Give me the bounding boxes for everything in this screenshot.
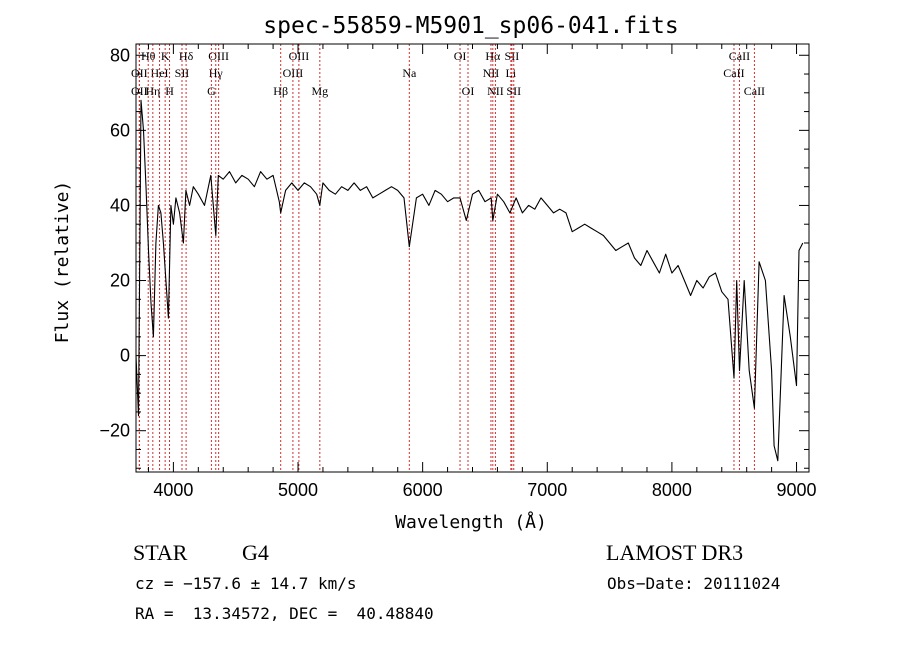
line-marker-label: OIII [289,49,310,63]
x-tick-label: 7000 [527,480,567,500]
plot-frame [135,43,810,473]
line-marker-label: CaII [729,49,750,63]
line-marker-label: OIII [208,49,229,63]
x-tick-label: 9000 [777,480,817,500]
x-tick-label: 8000 [652,480,692,500]
flux-line [135,99,804,462]
y-tick-label: 20 [110,271,130,291]
line-marker-label: Hδ [179,49,194,63]
line-marker-label: Hγ [209,66,224,80]
object-subclass: G4 [242,540,269,565]
flux-series [135,99,804,462]
line-marker-label: Mg [311,84,328,98]
x-tick-label: 4000 [153,480,193,500]
x-axis-label: Wavelength (Å) [395,511,547,533]
y-tick-label: 80 [110,45,130,65]
redshift-text: cz = −157.6 ± 14.7 km/s [135,574,357,593]
x-tick-label: 5000 [278,480,318,500]
line-marker-label: HeI [151,66,169,80]
line-marker-label: OI [454,49,467,63]
line-marker-label: OI [462,84,475,98]
y-tick-label: 40 [110,195,130,215]
line-marker-label: Hβ [273,84,288,98]
line-marker-label: CaII [723,66,744,80]
line-marker-label: Li [506,66,517,80]
line-marker-label: NII [483,66,500,80]
line-marker-label: SII [505,49,520,63]
line-marker-label: NII [487,84,504,98]
line-marker-label: H [165,84,174,98]
chart-title: spec-55859-M5901_sp06-041.fits [263,13,678,39]
object-class: STAR [133,540,188,565]
line-marker-label: Hα [485,49,501,63]
y-axis-label: Flux (relative) [52,181,73,344]
x-tick-label: 6000 [403,480,443,500]
y-tick-label: 60 [110,120,130,140]
y-tick-label: −20 [99,421,130,441]
line-marker-label: OII [131,84,148,98]
axis-ticks: 4000 5000 6000 7000 8000 9000 −20 0 20 40 60 80 [99,44,817,500]
line-marker-label: K [161,49,170,63]
coordinates-text: RA = 13.34572, DEC = 40.48840 [135,604,434,623]
line-marker-label: SII [506,84,521,98]
line-marker-label: OIII [283,66,304,80]
line-marker-label: CaII [744,84,765,98]
line-marker-label: Hθ [141,49,156,63]
obs-date: Obs−Date: 20111024 [607,574,781,593]
line-marker-label: G [207,84,216,98]
survey-name: LAMOST DR3 [606,540,744,565]
line-marker-label: Na [402,66,417,80]
line-marker-label: Hη [145,84,160,98]
y-tick-label: 0 [120,346,130,366]
line-marker-label: SII [175,66,190,80]
